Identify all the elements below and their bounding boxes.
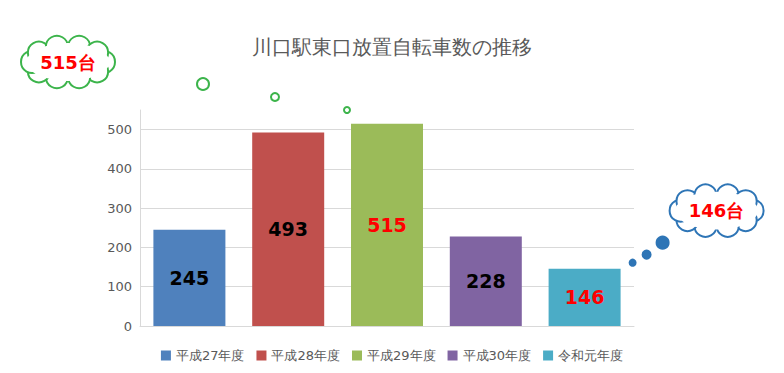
svg-text:400: 400 bbox=[107, 161, 132, 176]
svg-text:平成28年度: 平成28年度 bbox=[271, 348, 340, 363]
svg-text:300: 300 bbox=[107, 201, 132, 216]
svg-text:令和元年度: 令和元年度 bbox=[558, 348, 623, 363]
svg-text:515台: 515台 bbox=[40, 52, 96, 73]
svg-text:川口駅東口放置自転車数の推移: 川口駅東口放置自転車数の推移 bbox=[252, 35, 532, 59]
svg-text:515: 515 bbox=[367, 214, 407, 236]
svg-text:平成27年度: 平成27年度 bbox=[176, 348, 245, 363]
svg-text:200: 200 bbox=[107, 240, 132, 255]
svg-text:228: 228 bbox=[466, 270, 506, 292]
svg-text:146台: 146台 bbox=[689, 200, 745, 221]
svg-text:245: 245 bbox=[170, 267, 210, 289]
svg-text:146: 146 bbox=[565, 286, 605, 308]
svg-text:平成29年度: 平成29年度 bbox=[367, 348, 436, 363]
svg-text:0: 0 bbox=[124, 319, 132, 334]
svg-text:100: 100 bbox=[107, 279, 132, 294]
svg-text:493: 493 bbox=[268, 218, 308, 240]
svg-text:500: 500 bbox=[107, 122, 132, 137]
svg-text:平成30年度: 平成30年度 bbox=[463, 348, 532, 363]
